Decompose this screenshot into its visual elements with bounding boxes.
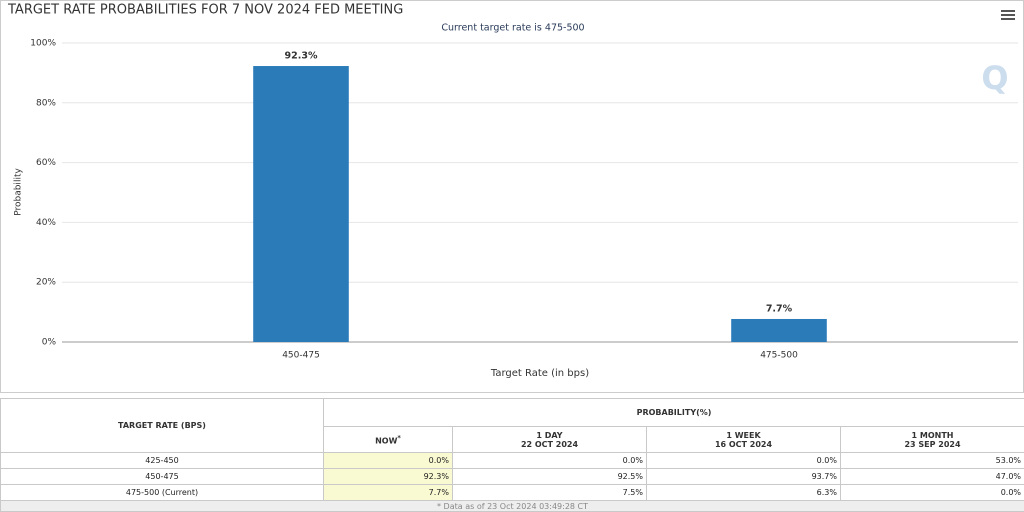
column-label: NOW (375, 436, 397, 445)
y-tick-label: 80% (36, 98, 56, 108)
rate-header: TARGET RATE (BPS) (1, 399, 324, 453)
probability-cell: 6.3% (647, 485, 841, 501)
y-tick-label: 100% (30, 39, 56, 49)
chart-subtitle: Current target rate is 475-500 (441, 23, 584, 34)
column-label: 1 MONTH (844, 431, 1021, 440)
x-axis-label: Target Rate (in bps) (490, 368, 589, 379)
column-header: NOW* (324, 427, 453, 453)
probability-cell: 92.3% (324, 469, 453, 485)
footnote-row: * Data as of 23 Oct 2024 03:49:28 CT (1, 501, 1024, 512)
column-label: 1 WEEK (650, 431, 837, 440)
y-tick-label: 20% (36, 278, 56, 288)
watermark: Q (981, 59, 1008, 97)
menu-icon[interactable] (1001, 10, 1015, 20)
x-tick-label: 450-475 (282, 351, 320, 361)
probability-cell: 7.7% (324, 485, 453, 501)
y-tick-label: 0% (42, 338, 57, 348)
column-date: 23 SEP 2024 (844, 440, 1021, 449)
probability-cell: 0.0% (647, 453, 841, 469)
value-label: 92.3% (285, 51, 318, 62)
chart-title: TARGET RATE PROBABILITIES FOR 7 NOV 2024… (7, 3, 403, 18)
footnote: * Data as of 23 Oct 2024 03:49:28 CT (1, 501, 1024, 512)
probability-cell: 93.7% (647, 469, 841, 485)
probability-table: TARGET RATE (BPS) PROBABILITY(%) NOW* 1 … (0, 398, 1024, 512)
y-axis-label: Probability (14, 168, 24, 216)
column-date: 16 OCT 2024 (650, 440, 837, 449)
column-date: 22 OCT 2024 (456, 440, 643, 449)
x-tick-label: 475-500 (760, 351, 798, 361)
probability-cell: 0.0% (453, 453, 647, 469)
rate-cell: 425-450 (1, 453, 324, 469)
value-label: 7.7% (766, 303, 793, 314)
probability-header: PROBABILITY(%) (324, 399, 1024, 427)
probability-cell: 92.5% (453, 469, 647, 485)
column-label: 1 DAY (456, 431, 643, 440)
rate-cell: 475-500 (Current) (1, 485, 324, 501)
chart: TARGET RATE PROBABILITIES FOR 7 NOV 2024… (0, 0, 1024, 395)
bar (731, 319, 827, 342)
rate-cell: 450-475 (1, 469, 324, 485)
y-tick-label: 60% (36, 158, 56, 168)
probability-cell: 53.0% (841, 453, 1024, 469)
probability-cell: 7.5% (453, 485, 647, 501)
probability-cell: 0.0% (324, 453, 453, 469)
probability-cell: 47.0% (841, 469, 1024, 485)
probability-cell: 0.0% (841, 485, 1024, 501)
y-tick-label: 40% (36, 218, 56, 228)
table-row: 475-500 (Current)7.7%7.5%6.3%0.0% (1, 485, 1024, 501)
column-note: * (397, 434, 400, 442)
bar (253, 66, 349, 342)
chart-frame (1, 1, 1024, 393)
